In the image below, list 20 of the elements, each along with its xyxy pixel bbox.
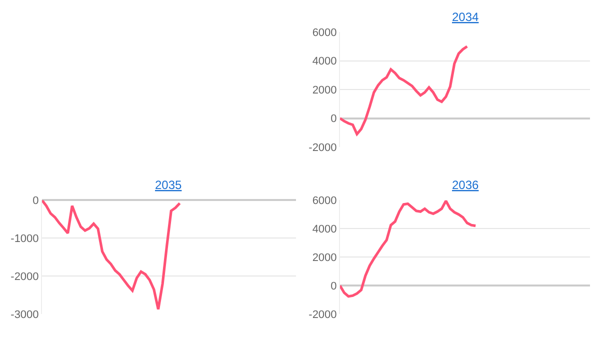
- y-tick-label: -3000: [10, 309, 39, 322]
- y-tick-label: 6000: [312, 26, 337, 39]
- y-tick-label: -2000: [10, 271, 39, 284]
- y-tick-label: 0: [330, 113, 337, 126]
- y-tick-label: 2000: [312, 84, 337, 96]
- y-tick-label: 4000: [312, 56, 337, 68]
- y-tick-label: 4000: [312, 224, 337, 236]
- chart-title: 2035: [155, 178, 182, 192]
- y-tick-label: 0: [32, 195, 39, 208]
- chart-title: 2036: [452, 178, 480, 192]
- y-tick-label: 0: [330, 280, 337, 293]
- y-tick-label: 6000: [312, 195, 337, 208]
- line-series: [340, 200, 477, 298]
- line-series: [340, 45, 468, 136]
- chart-title: 2034: [452, 10, 480, 24]
- y-tick-label: -2000: [308, 142, 337, 154]
- y-tick-label: -1000: [10, 233, 39, 246]
- y-tick-label: -2000: [308, 309, 337, 322]
- line-series: [42, 200, 182, 311]
- y-tick-label: 2000: [312, 252, 337, 264]
